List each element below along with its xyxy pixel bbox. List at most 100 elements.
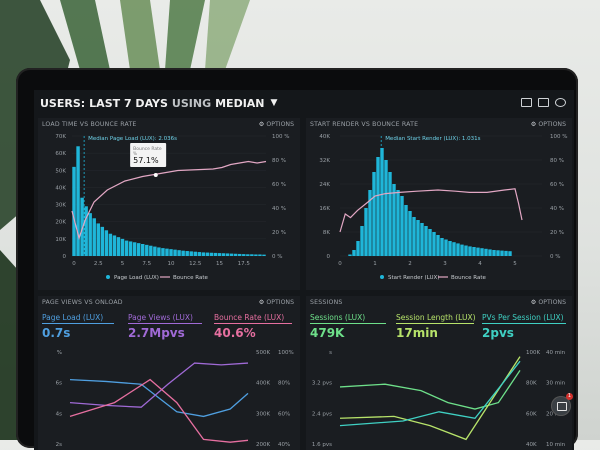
legend-marker (380, 275, 384, 279)
y2-tick-label: 80 % (550, 158, 564, 164)
options-button[interactable]: ⚙ OPTIONS (258, 299, 294, 306)
y2-tick-label: 0 % (550, 254, 560, 260)
bar (229, 253, 234, 256)
sessions-value: 479K (310, 326, 345, 340)
options-button[interactable]: ⚙ OPTIONS (530, 299, 566, 306)
y-tick-label: 40K (55, 185, 66, 191)
tooltip (130, 143, 167, 167)
using-label: USING (171, 96, 212, 110)
session-length-value: 17min (396, 326, 438, 340)
bar (149, 245, 153, 256)
bar (254, 254, 258, 256)
y-tick-label: 1.6 pvs (312, 442, 332, 448)
bar (258, 254, 262, 256)
y2-tick-label: 100 % (272, 134, 289, 140)
y2-tick-label: 0 % (272, 254, 282, 260)
x-tick-label: 2 (408, 261, 412, 267)
bar (173, 249, 177, 256)
y-tick-label: 16K (319, 206, 330, 212)
median-label: Median Page Load (LUX): 2.036s (88, 136, 177, 142)
bar (136, 243, 141, 256)
bar (157, 247, 161, 256)
monitor-icon[interactable] (521, 98, 532, 107)
y2-tick-label: 60 % (550, 182, 564, 188)
start-render-chart: 40K 32K 24K 16K 8K 0 100 % 80 % 60 % 40 % 20 % 0 % M… (319, 134, 567, 281)
bar (380, 148, 384, 256)
gear-icon: ⚙ (530, 299, 537, 306)
bar (484, 248, 488, 256)
page-load-value: 0.7s (42, 326, 71, 340)
y-tick-label: 32K (319, 158, 330, 164)
y3-tick-label: 100% (278, 350, 294, 356)
y3-tick-label: 60% (278, 411, 290, 417)
bar (400, 196, 404, 256)
help-icon[interactable] (555, 98, 566, 107)
bar (388, 172, 392, 256)
bar (189, 251, 193, 256)
y2-tick-label: 400K (256, 381, 270, 387)
panel-title: START RENDER VS BOUNCE RATE (310, 121, 419, 128)
bar (508, 251, 512, 256)
bar (116, 237, 121, 256)
pvs-per-session-label: PVs Per Session (LUX) (482, 313, 564, 322)
bar (250, 254, 254, 256)
bar (92, 218, 96, 256)
y2-tick-label: 20 % (272, 230, 286, 236)
chevron-down-icon[interactable]: ▼ (270, 98, 278, 108)
gear-icon: ⚙ (530, 121, 537, 128)
y3-tick-label: 30 min (546, 381, 566, 387)
y-tick-label: % (57, 350, 62, 356)
y-tick-label: 60K (55, 151, 66, 157)
panel-title: LOAD TIME VS BOUNCE RATE (42, 121, 137, 128)
users-prefix: USERS: (40, 96, 86, 110)
bar (205, 252, 210, 256)
chat-icon (557, 402, 567, 411)
sessions-chart: s 3.2 pvs 2.4 pvs 1.6 pvs 100K 80K 60K 40K 40 mi… (312, 350, 566, 448)
y2-tick-label: 80 % (272, 158, 286, 164)
y3-tick-label: 40 min (546, 350, 566, 356)
pvs-per-session-value: 2pvs (482, 326, 514, 340)
bar (233, 253, 238, 256)
legend-label: Page Load (LUX) (114, 275, 159, 281)
bar (440, 238, 444, 256)
chat-button[interactable]: 1 (551, 393, 573, 416)
y2-tick-label: 40 % (272, 206, 286, 212)
page-views-value: 2.7Mpvs (128, 326, 185, 340)
bar (161, 248, 165, 256)
x-tick-label: 1 (373, 261, 377, 267)
page-load-line (69, 378, 249, 418)
laptop-bezel: USERS: LAST 7 DAYS USING MEDIAN ▼ LOAD T… (16, 68, 578, 450)
options-button[interactable]: ⚙ OPTIONS (258, 121, 294, 128)
sessions-panel: SESSIONS ⚙ OPTIONS Sessions (LUX) 479K Se… (306, 296, 572, 450)
y-tick-label: 8K (323, 230, 330, 236)
x-tick-label: 5 (121, 261, 125, 267)
bar (356, 241, 360, 256)
bar (364, 208, 368, 256)
bar (181, 250, 185, 256)
bounce-rate-label: Bounce Rate (LUX) (214, 313, 285, 322)
bar (376, 157, 380, 256)
dashboard-header[interactable]: USERS: LAST 7 DAYS USING MEDIAN ▼ (34, 90, 574, 116)
bar (352, 250, 356, 256)
bar (238, 253, 242, 256)
bar (496, 250, 500, 256)
x-tick-label: 3 (443, 261, 447, 267)
page-views-panel: PAGE VIEWS VS ONLOAD ⚙ OPTIONS Page Load … (38, 296, 300, 450)
bar (100, 226, 105, 256)
page-views-label: Page Views (LUX) (128, 313, 193, 322)
bar (488, 249, 492, 256)
bar (169, 249, 173, 256)
bar (108, 233, 113, 256)
bar (348, 254, 352, 256)
bar (193, 251, 197, 256)
y-tick-label: 30K (55, 203, 66, 209)
image-icon[interactable] (538, 98, 549, 107)
options-button[interactable]: ⚙ OPTIONS (530, 121, 566, 128)
tooltip-title: Bounce Rate (133, 146, 162, 152)
dashboard-screen: USERS: LAST 7 DAYS USING MEDIAN ▼ LOAD T… (34, 90, 574, 450)
bar (124, 240, 129, 256)
y-tick-label: s (329, 350, 332, 356)
legend-label: Bounce Rate (173, 275, 208, 281)
panel-title: SESSIONS (310, 299, 343, 306)
